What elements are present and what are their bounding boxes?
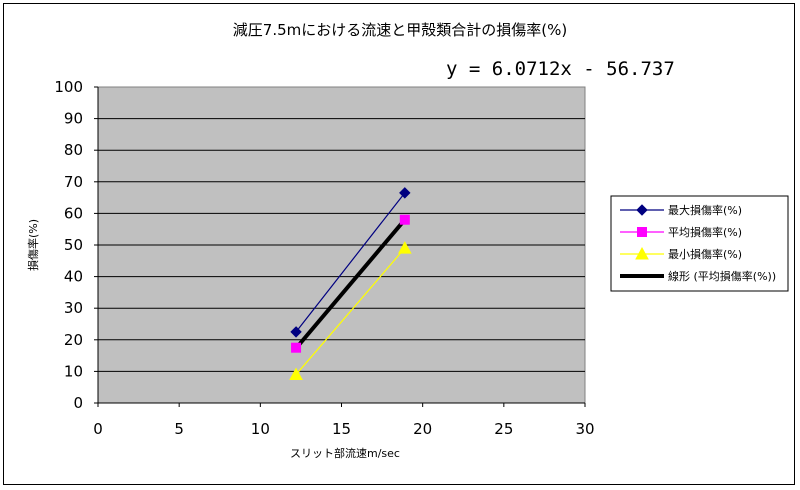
trendline-equation: y = 6.0712x - 56.737 — [446, 58, 675, 80]
series-line-min — [295, 247, 406, 375]
point-min-1 — [397, 241, 412, 254]
y-tick-label-30: 30 — [64, 299, 83, 317]
y-tick-label-40: 40 — [64, 268, 83, 286]
x-tick-label-10: 10 — [251, 420, 270, 438]
x-tick-label-15: 15 — [332, 420, 351, 438]
y-tick-label-10: 10 — [64, 362, 83, 380]
axes — [94, 86, 586, 407]
point-mean-0 — [291, 342, 302, 353]
y-tick-label-50: 50 — [64, 236, 83, 254]
point-max-0 — [290, 326, 302, 338]
legend-marker-mean — [637, 227, 647, 237]
x-tick-label-30: 30 — [575, 420, 594, 438]
x-axis-label: スリット部流速m/sec — [290, 446, 400, 460]
legend-label-min: 最小損傷率(%) — [668, 247, 742, 261]
y-tick-label-20: 20 — [64, 331, 83, 349]
series-line-max — [295, 192, 406, 333]
series-layer — [289, 187, 412, 381]
trendline — [294, 218, 407, 350]
x-tick-label-5: 5 — [174, 420, 184, 438]
legend-label-trendline: 線形 (平均損傷率(%)) — [668, 269, 776, 283]
x-tick-label-25: 25 — [494, 420, 513, 438]
chart-title: 減圧7.5mにおける流速と甲殻類合計の損傷率(%) — [233, 21, 567, 39]
x-tick-label-0: 0 — [93, 420, 103, 438]
y-tick-labels: 0 10 20 30 40 50 60 70 80 90 100 — [54, 78, 83, 412]
y-tick-label-80: 80 — [64, 141, 83, 159]
legend-label-mean: 平均損傷率(%) — [668, 225, 742, 239]
legend-marker-max — [636, 204, 648, 216]
y-tick-label-70: 70 — [64, 173, 83, 191]
y-tick-label-90: 90 — [64, 110, 83, 128]
legend-marker-min — [635, 246, 649, 260]
gridlines — [98, 118, 585, 372]
y-tick-label-0: 0 — [73, 394, 83, 412]
legend: 最大損傷率(%) 平均損傷率(%) 最小損傷率(%) 線形 (平均損傷率(%)) — [610, 195, 789, 292]
legend-label-max: 最大損傷率(%) — [668, 203, 742, 217]
y-axis-label: 損傷率(%) — [26, 219, 40, 271]
y-tick-label-100: 100 — [54, 78, 83, 96]
x-tick-label-20: 20 — [413, 420, 432, 438]
point-mean-1 — [399, 214, 410, 225]
point-min-0 — [289, 367, 303, 381]
x-tick-labels: 0 5 10 15 20 25 30 — [93, 420, 594, 438]
y-tick-label-60: 60 — [64, 204, 83, 222]
point-max-1 — [399, 187, 411, 199]
